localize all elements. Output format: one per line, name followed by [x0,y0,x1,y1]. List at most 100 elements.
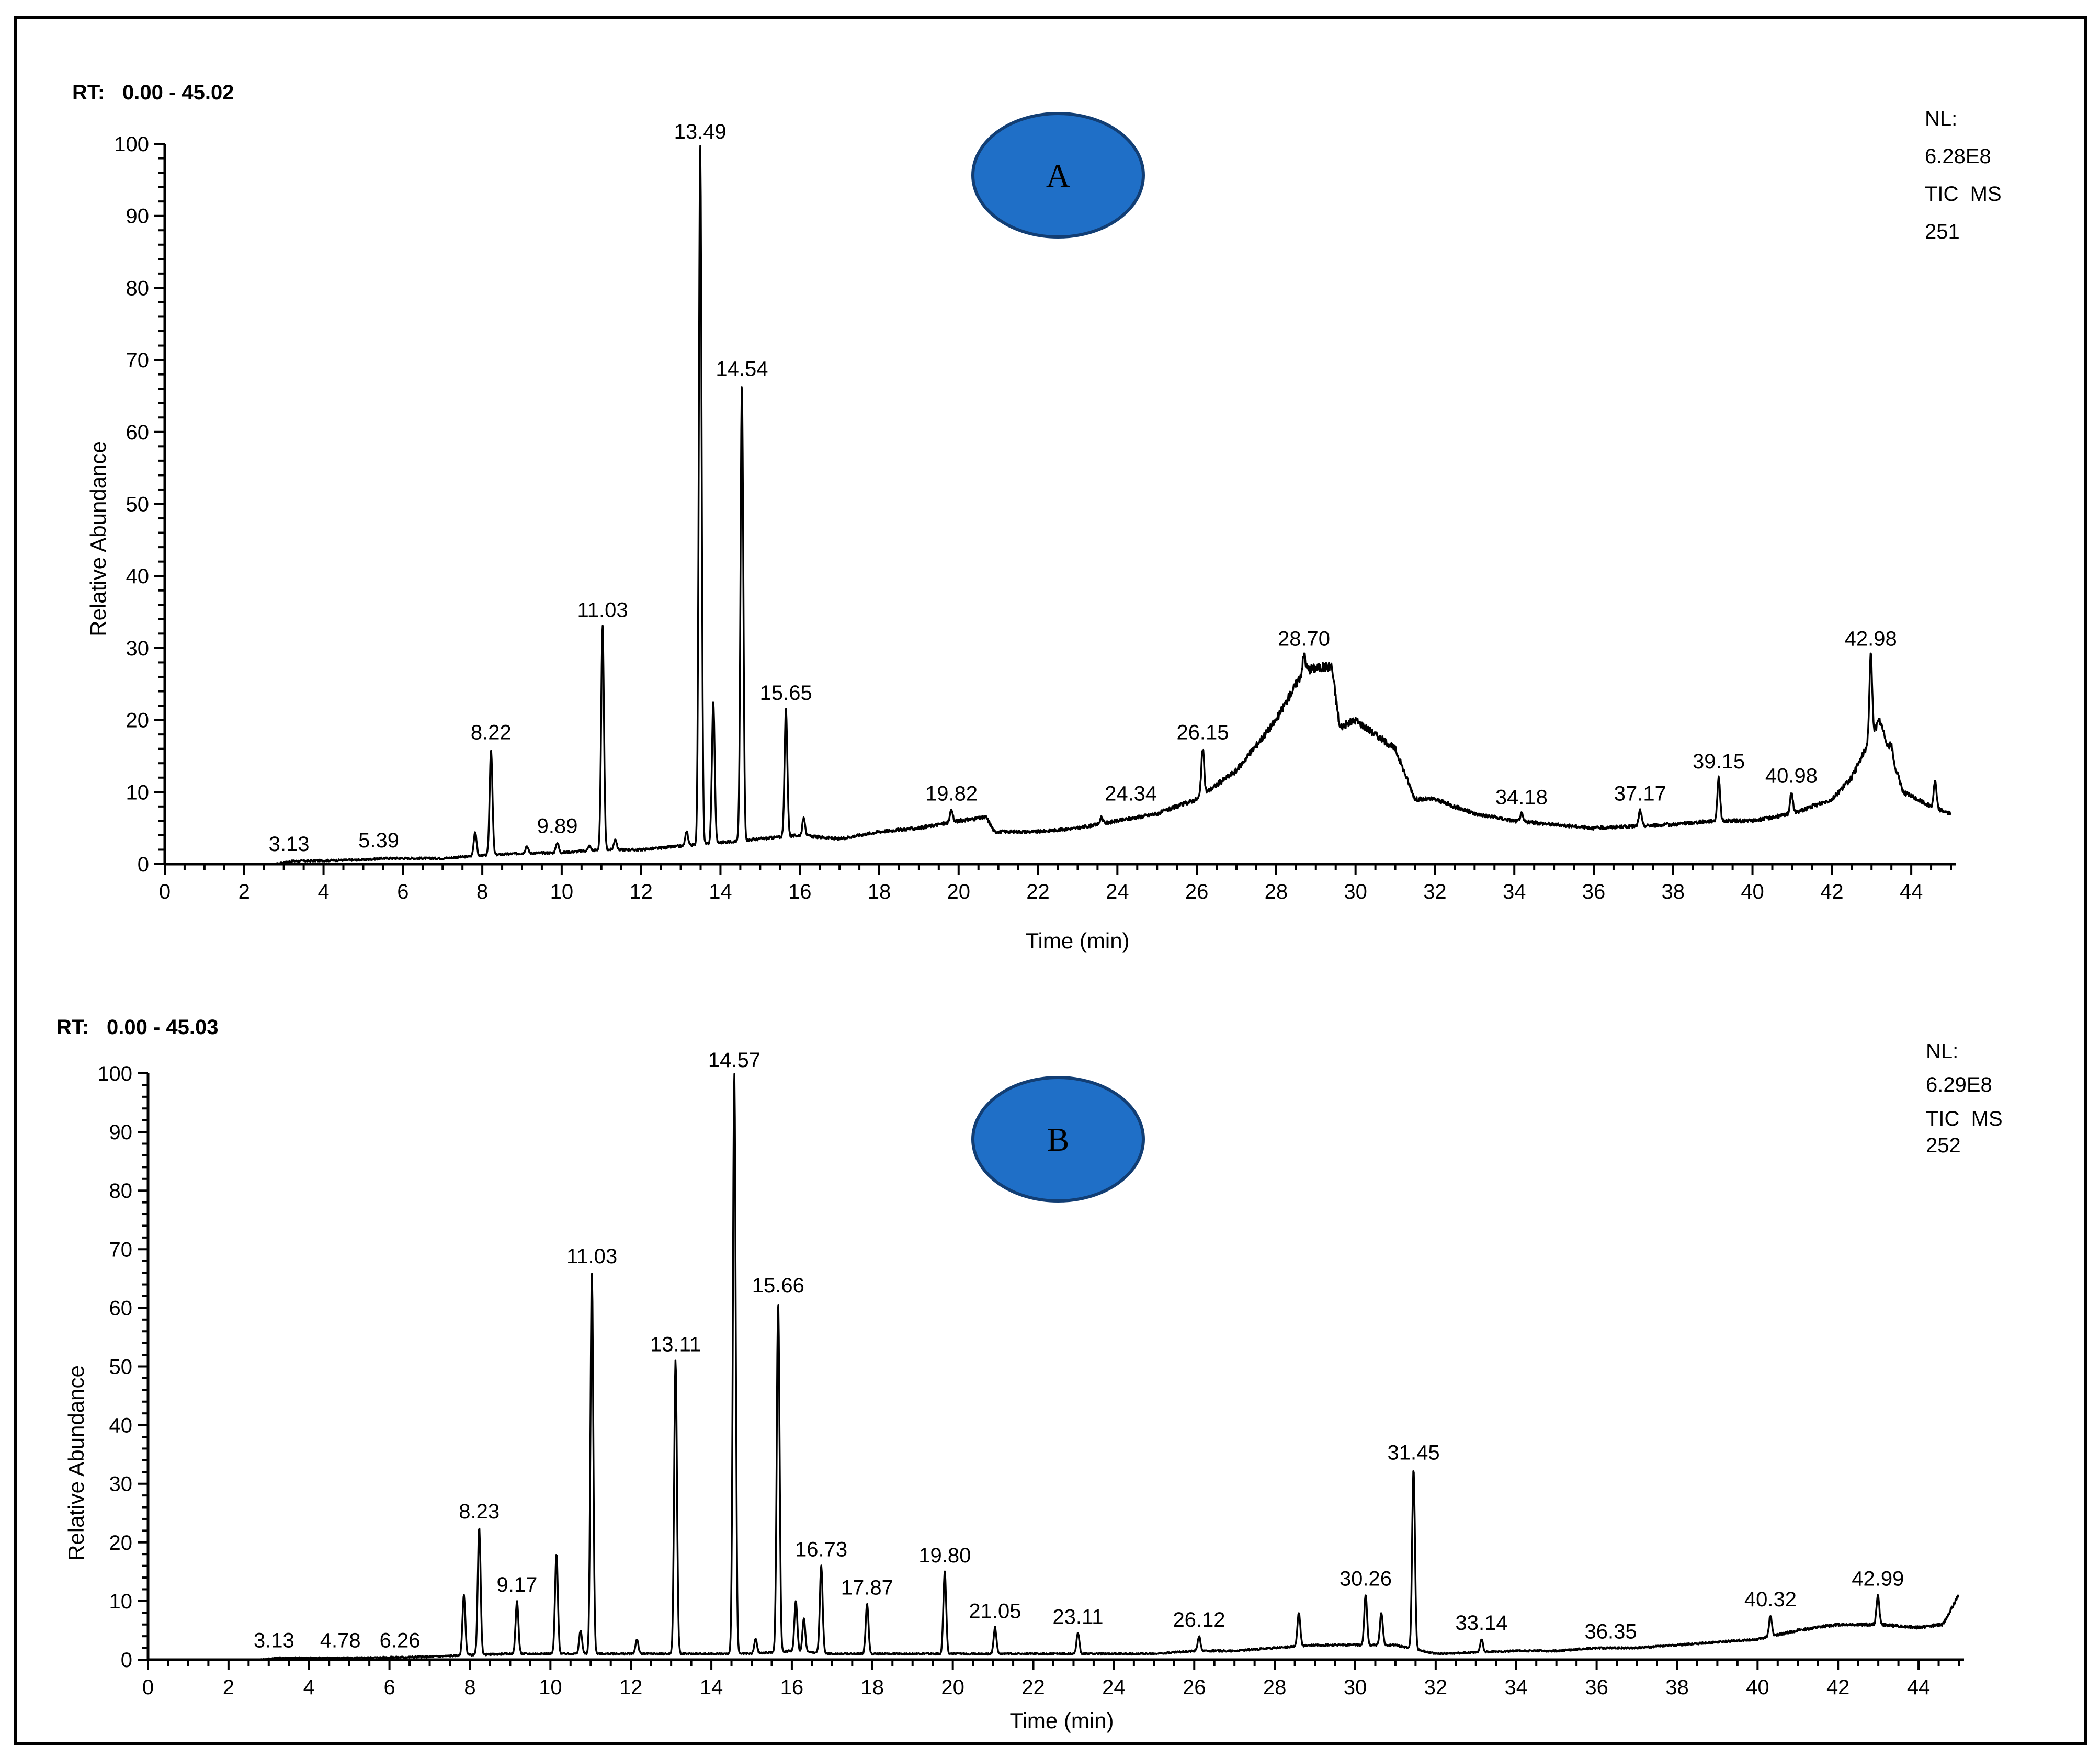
rt-prefix: RT: [72,81,105,104]
x-tick-label: 0 [142,1676,154,1699]
x-tick-label: 18 [868,880,891,903]
peak-label: 3.13 [269,833,310,856]
y-tick-label: 30 [109,1473,133,1496]
peak-label: 26.15 [1176,721,1229,744]
panel-badge-letter: B [1047,1121,1070,1158]
x-tick-label: 26 [1185,880,1209,903]
panel-badge [971,112,1145,239]
peak-label: 4.78 [320,1629,361,1652]
peak-label: 31.45 [1387,1442,1439,1465]
y-tick-label: 0 [138,853,149,876]
y-axis-title: Relative Abundance [86,441,110,637]
x-tick-label: 0 [159,880,171,903]
x-tick-label: 10 [539,1676,562,1699]
scan-type: TIC MS [1926,1107,2003,1130]
rt-range: 0.00 - 45.02 [122,81,234,104]
peak-label: 40.32 [1744,1588,1797,1611]
x-tick-label: 12 [619,1676,643,1699]
y-tick-label: 30 [126,637,150,660]
x-tick-label: 44 [1907,1676,1931,1699]
y-tick-label: 20 [126,709,150,732]
peak-label: 14.54 [716,357,768,380]
x-tick-label: 6 [397,880,408,903]
y-tick-label: 100 [114,133,149,156]
y-tick-label: 100 [97,1062,132,1085]
peak-label: 24.34 [1105,782,1157,806]
x-tick-label: 22 [1021,1676,1045,1699]
x-axis-title: Time (min) [1025,928,1129,953]
y-tick-label: 70 [109,1238,133,1261]
x-tick-label: 32 [1423,880,1447,903]
peak-label: 15.65 [760,682,812,705]
peak-label: 13.11 [650,1333,701,1356]
peak-label: 16.73 [795,1538,847,1561]
x-axis-title: Time (min) [1009,1708,1114,1733]
chromatogram-trace [260,1073,1960,1661]
x-tick-label: 4 [303,1676,315,1699]
x-tick-label: 20 [941,1676,964,1699]
x-tick-label: 2 [223,1676,234,1699]
peak-label: 19.80 [918,1544,971,1567]
x-tick-label: 20 [947,880,971,903]
peak-label: 36.35 [1584,1620,1637,1643]
y-tick-label: 10 [109,1590,133,1613]
peak-label: 26.12 [1173,1608,1225,1631]
y-tick-label: 80 [126,277,150,300]
x-tick-label: 36 [1582,880,1606,903]
peak-label: 17.87 [841,1576,893,1600]
x-tick-label: 12 [629,880,653,903]
x-tick-label: 14 [709,880,732,903]
y-tick-label: 0 [121,1649,132,1672]
peak-label: 30.26 [1340,1568,1392,1591]
peak-label: 11.03 [577,599,628,622]
peak-label: 9.89 [537,815,578,838]
peak-label: 5.39 [358,829,399,852]
peak-label: 39.15 [1693,750,1745,773]
scan-id: 251 [1925,220,1960,243]
y-tick-label: 70 [126,349,150,372]
peak-label: 13.49 [674,120,727,143]
x-tick-label: 40 [1746,1676,1769,1699]
x-tick-label: 24 [1106,880,1129,903]
x-tick-label: 30 [1344,1676,1367,1699]
peak-label: 33.14 [1456,1612,1508,1635]
x-tick-label: 6 [383,1676,395,1699]
peak-label: 9.17 [497,1573,538,1596]
peak-label: 42.98 [1845,628,1897,651]
x-tick-label: 42 [1820,880,1844,903]
x-tick-label: 16 [780,1676,804,1699]
peak-label: 42.99 [1852,1568,1904,1591]
peak-label: 8.22 [471,721,512,744]
panel-badge [971,1076,1145,1203]
chromatogram-panel-b: RT: 0.00 - 45.03 NL: 6.29E8 TIC MS 252 B… [56,1016,2003,1733]
x-tick-label: 38 [1662,880,1685,903]
x-tick-label: 26 [1183,1676,1206,1699]
figure-border [14,16,2087,1745]
x-tick-label: 38 [1665,1676,1689,1699]
panel-badge-letter: A [1046,157,1070,194]
y-tick-label: 20 [109,1532,133,1555]
x-tick-label: 16 [788,880,812,903]
x-tick-label: 28 [1265,880,1288,903]
normalization-label: NL: [1926,1040,1958,1063]
y-axis-title: Relative Abundance [64,1365,88,1561]
peak-label: 11.03 [566,1245,617,1268]
chromatogram-trace [275,145,1952,865]
normalization-label: NL: [1925,107,1957,130]
rt-range: 0.00 - 45.03 [107,1016,219,1039]
x-tick-label: 44 [1900,880,1923,903]
peak-label: 37.17 [1614,782,1666,806]
peak-label: 40.98 [1765,764,1818,787]
x-tick-label: 10 [550,880,574,903]
x-tick-label: 34 [1504,1676,1528,1699]
scan-id: 252 [1926,1134,1961,1157]
x-tick-label: 8 [464,1676,475,1699]
x-tick-label: 34 [1503,880,1526,903]
peak-label: 21.05 [969,1600,1021,1623]
y-tick-label: 90 [109,1121,133,1144]
y-tick-label: 90 [126,205,150,228]
normalization-value: 6.29E8 [1926,1073,1992,1096]
y-tick-label: 40 [109,1414,133,1437]
peak-label: 34.18 [1495,786,1548,809]
